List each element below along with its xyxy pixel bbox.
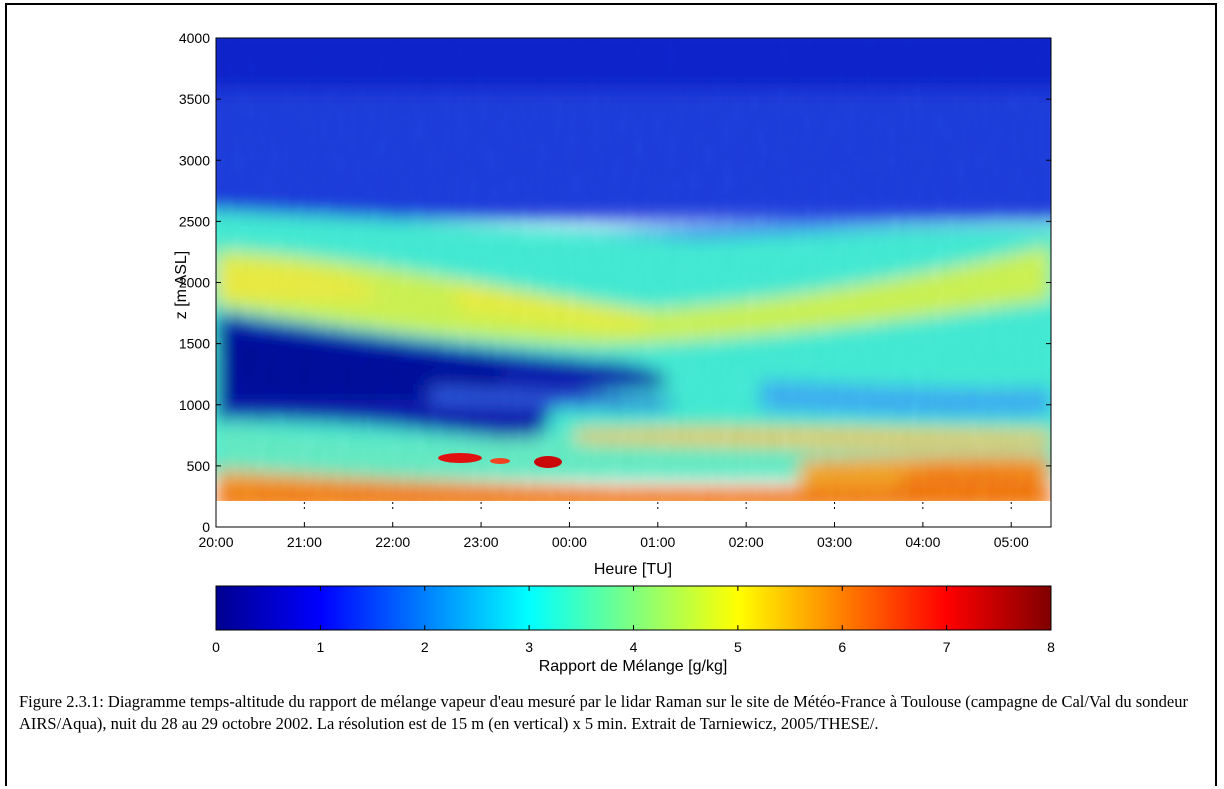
colorbar-axis: 0 1 2 3 4 5 6 7 8: [212, 586, 1055, 655]
x-axis-label: Heure [TU]: [594, 561, 672, 578]
x-tick-label: 23:00: [464, 534, 499, 550]
x-tick-label: 22:00: [375, 534, 410, 550]
x-tick-label: 04:00: [905, 534, 940, 550]
colorbar-tick-label: 4: [630, 639, 638, 655]
y-tick-label: 3000: [179, 152, 210, 168]
x-tick-label: 05:00: [994, 534, 1029, 550]
y-tick-label: 1000: [179, 397, 210, 413]
y-tick-label: 2500: [179, 213, 210, 229]
colorbar: [215, 585, 1052, 631]
colorbar-label: Rapport de Mélange [g/kg]: [539, 658, 728, 675]
y-tick-label: 1500: [179, 336, 210, 352]
y-tick-label: 500: [187, 458, 211, 474]
x-axis: 20:00 21:00 22:00 23:00 00:00 01:00 02:00 03:00…: [198, 502, 1029, 550]
colorbar-tick-label: 2: [421, 639, 429, 655]
y-axis-label: z [m ASL]: [173, 251, 190, 319]
y-tick-label: 3500: [179, 91, 210, 107]
colorbar-tick-label: 6: [838, 639, 846, 655]
figure-frame: [5, 3, 1217, 786]
x-tick-label: 02:00: [729, 534, 764, 550]
x-tick-label: 00:00: [552, 534, 587, 550]
colorbar-tick-label: 7: [943, 639, 951, 655]
y-axis: 0 500 1000 1500 2000 2500 3000 3500 4000: [179, 30, 1051, 535]
x-tick-label: 03:00: [817, 534, 852, 550]
colorbar-tick-label: 3: [525, 639, 533, 655]
heatmap: [216, 38, 1051, 501]
colorbar-tick-label: 1: [316, 639, 324, 655]
y-tick-label: 4000: [179, 30, 210, 46]
colorbar-tick-label: 5: [734, 639, 742, 655]
colorbar-tick-label: 8: [1047, 639, 1055, 655]
x-tick-label: 21:00: [287, 534, 322, 550]
y-tick-label: 2000: [179, 275, 210, 291]
y-tick-label: 0: [202, 519, 210, 535]
figure-caption: Figure 2.3.1: Diagramme temps-altitude d…: [19, 692, 1188, 733]
x-tick-label: 20:00: [198, 534, 233, 550]
x-tick-label: 01:00: [640, 534, 675, 550]
colorbar-tick-label: 0: [212, 639, 220, 655]
